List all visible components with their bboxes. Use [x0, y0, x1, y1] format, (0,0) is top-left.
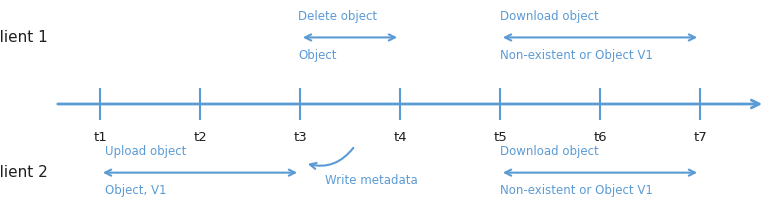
Text: t4: t4: [393, 131, 407, 144]
Text: Non-existent or Object V1: Non-existent or Object V1: [500, 184, 653, 197]
Text: t2: t2: [193, 131, 207, 144]
Text: Delete object: Delete object: [298, 10, 377, 23]
Text: Write metadata: Write metadata: [325, 175, 418, 187]
Text: t1: t1: [93, 131, 107, 144]
Text: t6: t6: [593, 131, 607, 144]
Text: Client 2: Client 2: [0, 165, 48, 180]
Text: Download object: Download object: [500, 10, 599, 23]
Text: Upload object: Upload object: [105, 145, 186, 158]
Text: t3: t3: [293, 131, 307, 144]
Text: t5: t5: [493, 131, 507, 144]
Text: Download object: Download object: [500, 145, 599, 158]
Text: Object, V1: Object, V1: [105, 184, 166, 197]
Text: Client 1: Client 1: [0, 30, 48, 45]
Text: t7: t7: [693, 131, 707, 144]
Text: Object: Object: [298, 49, 336, 62]
Text: Non-existent or Object V1: Non-existent or Object V1: [500, 49, 653, 62]
